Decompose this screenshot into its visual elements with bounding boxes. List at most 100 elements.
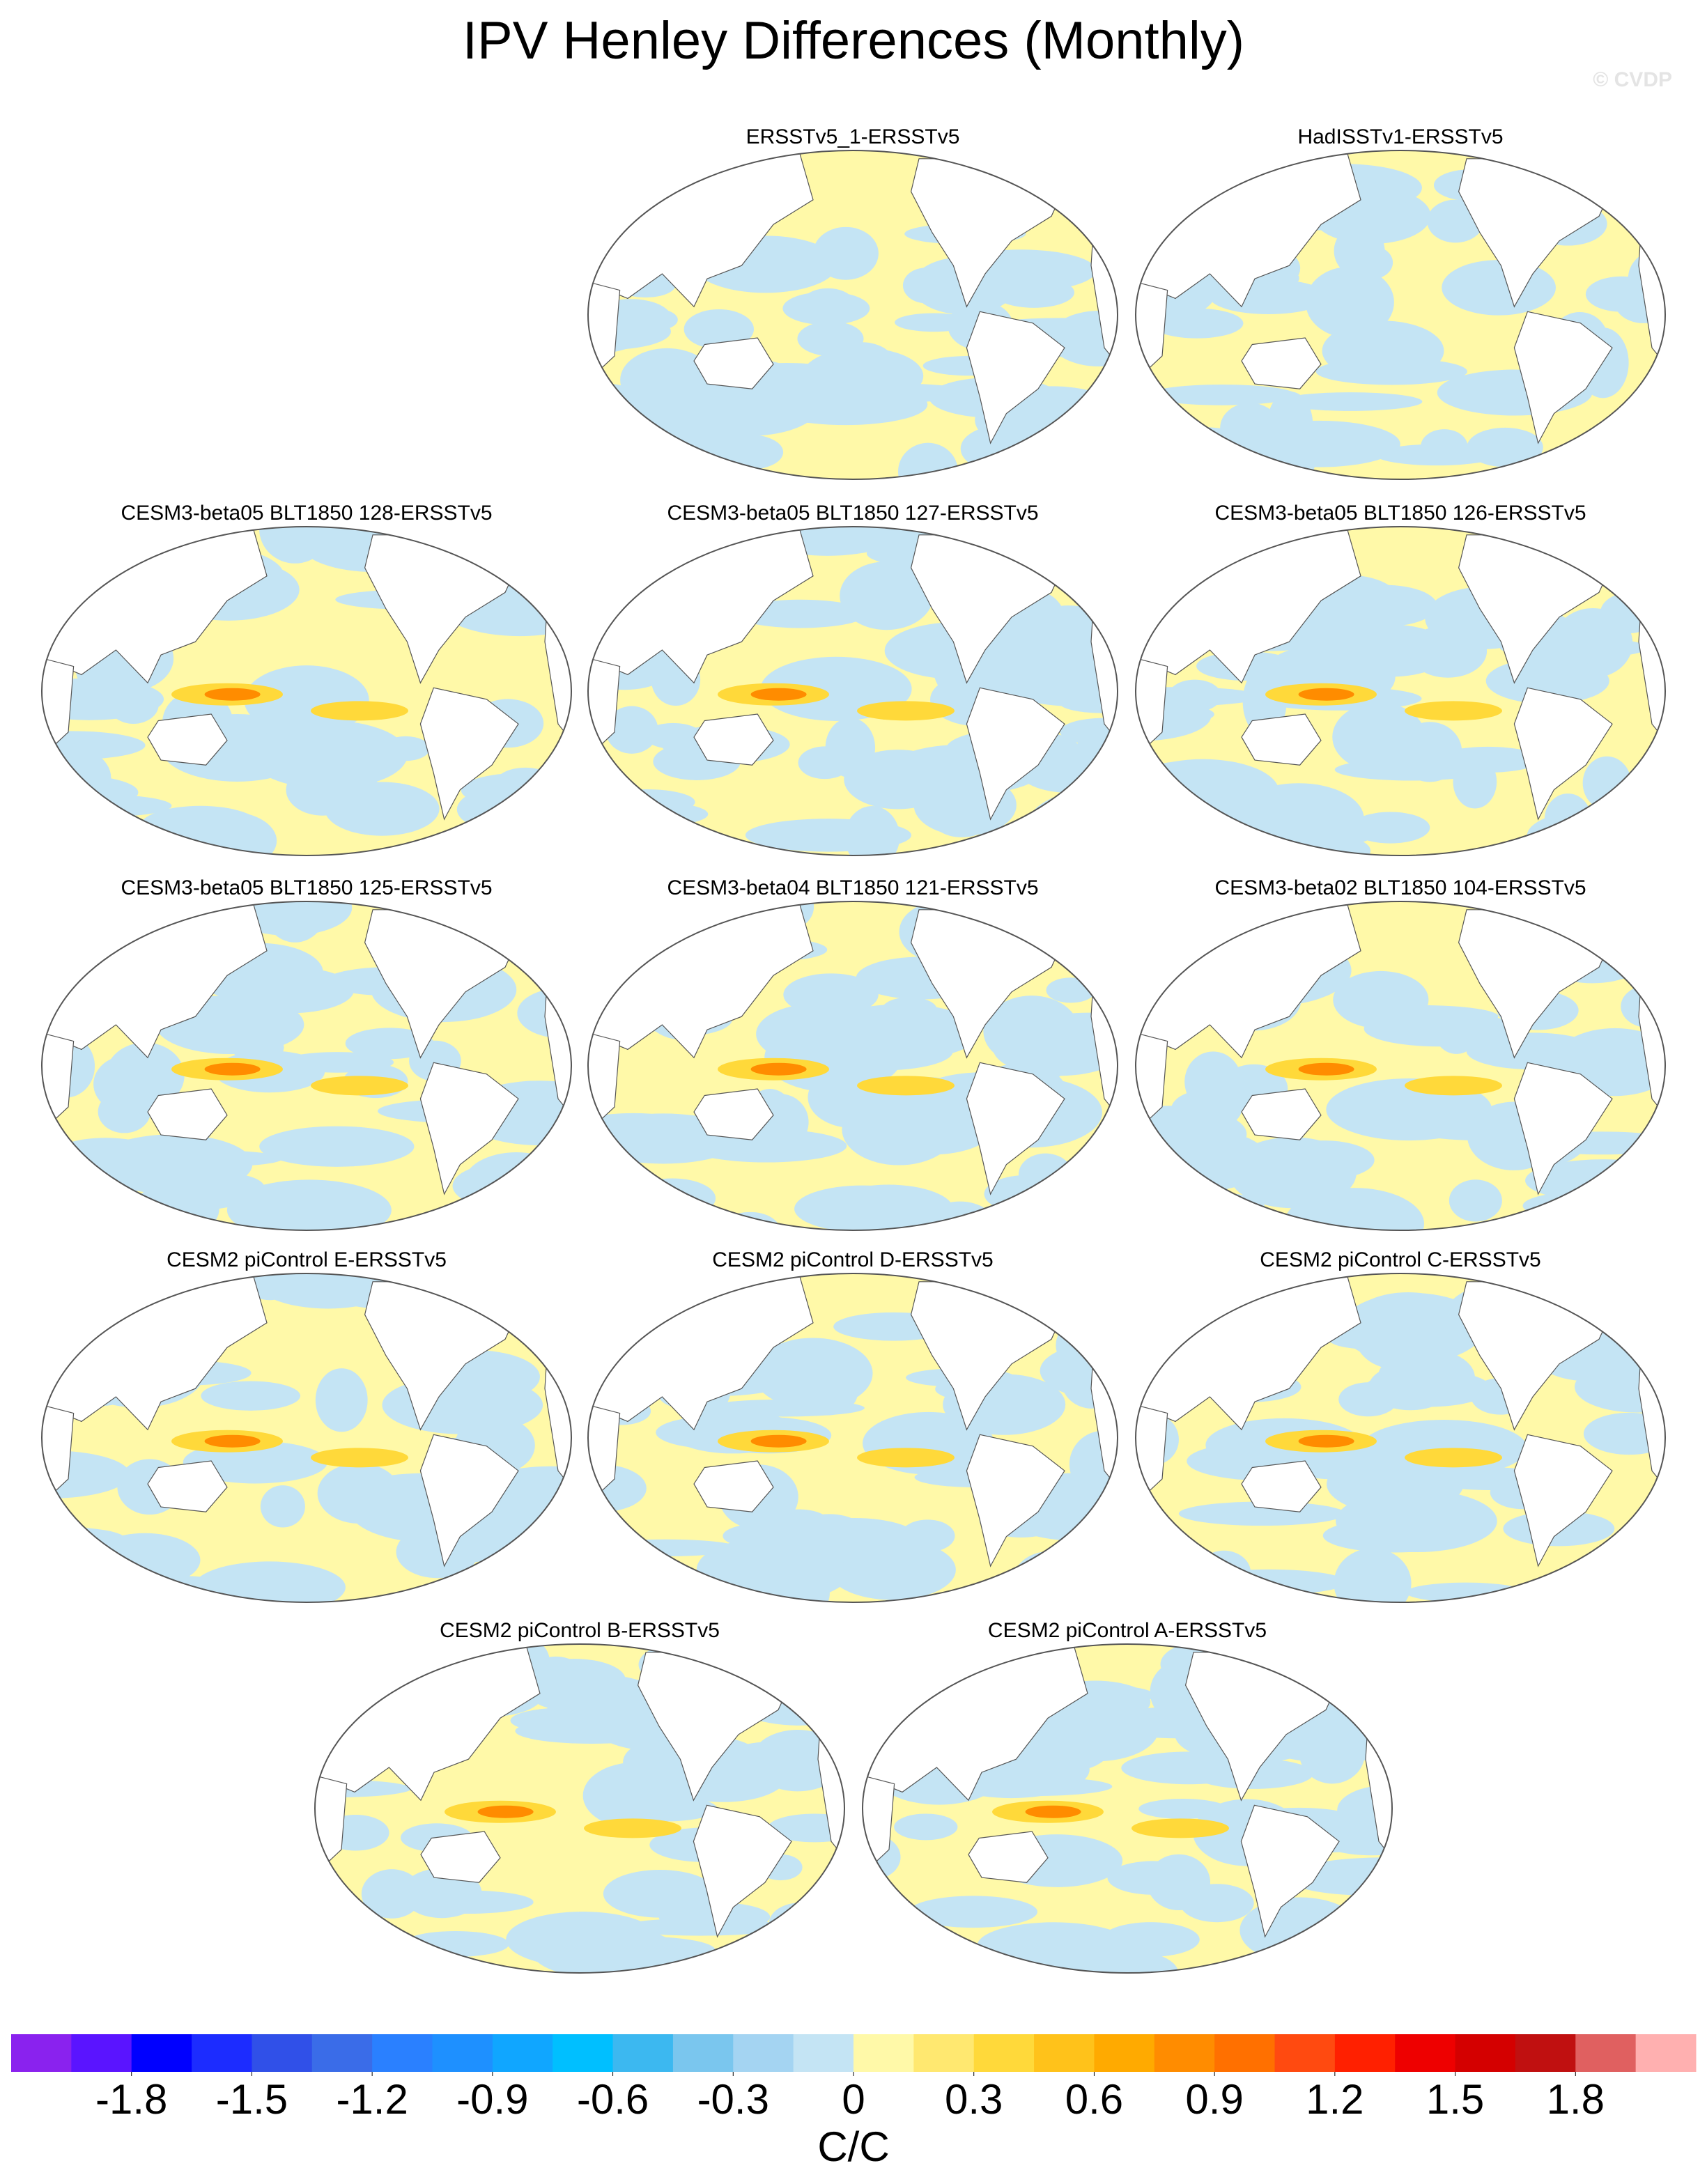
color-box (1154, 2034, 1215, 2072)
color-box (11, 2034, 72, 2072)
map-patch (330, 743, 378, 810)
map-patch (1184, 1051, 1242, 1113)
map-patch (957, 1776, 1113, 1796)
panel-title: CESM2 piControl C-ERSSTv5 (1260, 1248, 1540, 1271)
map-patch (753, 1338, 873, 1409)
map-patch (683, 309, 755, 349)
map-patch (1136, 527, 1164, 554)
tick-label: -1.5 (216, 2076, 288, 2123)
map-outline (587, 526, 1118, 856)
map-patch (677, 369, 822, 436)
land (1513, 687, 1613, 821)
map-patch (456, 782, 571, 837)
map-patch (1136, 412, 1205, 454)
land (693, 337, 774, 389)
color-box (1034, 2034, 1095, 2072)
map-patch (1585, 276, 1658, 312)
map-patch (402, 1890, 534, 1914)
map-patch (794, 1185, 931, 1230)
map-patch (1442, 260, 1556, 316)
panel-title: HadISSTv1-ERSSTv5 (1297, 125, 1503, 148)
color-box (612, 2034, 674, 2072)
map-patch (588, 169, 649, 203)
map-patch (1298, 1062, 1354, 1076)
map-patch (1409, 624, 1488, 678)
map-outline (41, 1273, 572, 1603)
map-patch (1053, 164, 1118, 192)
map-patch (42, 527, 80, 571)
map-patch (1136, 426, 1278, 479)
map (863, 1644, 1392, 1973)
map-outline (314, 1643, 845, 1974)
land (419, 1062, 519, 1195)
map-patch (1421, 429, 1468, 464)
land (693, 1088, 774, 1140)
map-patch (1566, 917, 1665, 946)
land (147, 1088, 228, 1140)
map (42, 527, 571, 855)
color-box (492, 2034, 553, 2072)
map-patch (1405, 1076, 1502, 1096)
map-patch (1136, 378, 1170, 438)
map-patch (1136, 1184, 1238, 1219)
map-patch (723, 1523, 805, 1549)
map (42, 901, 571, 1230)
map-patch (1566, 162, 1665, 184)
map-patch (1453, 754, 1497, 809)
panel-title: CESM2 piControl B-ERSSTv5 (440, 1619, 720, 1642)
land (693, 713, 774, 766)
map-patch (1559, 901, 1665, 935)
map-patch (521, 904, 571, 945)
panel-title: CESM3-beta05 BLT1850 125-ERSSTv5 (121, 876, 492, 899)
land (1241, 1460, 1322, 1512)
map-patch (588, 800, 709, 828)
map-patch (1140, 1191, 1265, 1223)
map-patch (1449, 1179, 1502, 1222)
map-patch (1136, 161, 1219, 180)
map-patch (1028, 789, 1118, 855)
map-patch (1347, 245, 1393, 280)
map-patch (894, 1813, 958, 1841)
map-patch (783, 973, 879, 1016)
map-patch (605, 706, 658, 754)
map-patch (130, 1149, 283, 1168)
color-box (131, 2034, 192, 2072)
map-patch (1434, 1007, 1479, 1054)
map-patch (263, 676, 329, 713)
map-patch (42, 794, 172, 817)
map-patch (1136, 1292, 1199, 1340)
map-patch (1012, 1551, 1086, 1602)
map-patch (42, 527, 119, 571)
map-patch (1121, 1751, 1257, 1785)
land (966, 311, 1065, 444)
tick-label: 1.2 (1306, 2076, 1364, 2123)
map-patch (201, 1381, 301, 1411)
land (419, 1434, 519, 1567)
map-patch (750, 688, 807, 701)
map-patch (42, 678, 164, 720)
map-patch (588, 1113, 711, 1161)
map (1136, 1273, 1665, 1602)
panel-title: CESM2 piControl E-ERSSTv5 (167, 1248, 447, 1271)
map-patch (204, 1062, 261, 1076)
color-box (1575, 2034, 1637, 2072)
land (147, 713, 228, 766)
land (147, 1460, 228, 1512)
map-patch (541, 549, 571, 598)
map-outline (587, 1273, 1118, 1603)
map-patch (315, 1644, 436, 1674)
map-patch (1405, 1448, 1502, 1468)
map-patch (311, 1076, 408, 1096)
map-patch (993, 277, 1075, 308)
map-patch (750, 1062, 807, 1076)
map-patch (897, 442, 959, 479)
map-outline (1135, 901, 1666, 1231)
map-patch (797, 321, 864, 356)
map (588, 527, 1118, 855)
land (966, 1434, 1065, 1567)
map-patch (1076, 199, 1118, 227)
map-patch (603, 1870, 717, 1918)
map-patch (909, 1896, 1038, 1928)
map-patch (1405, 1582, 1526, 1602)
